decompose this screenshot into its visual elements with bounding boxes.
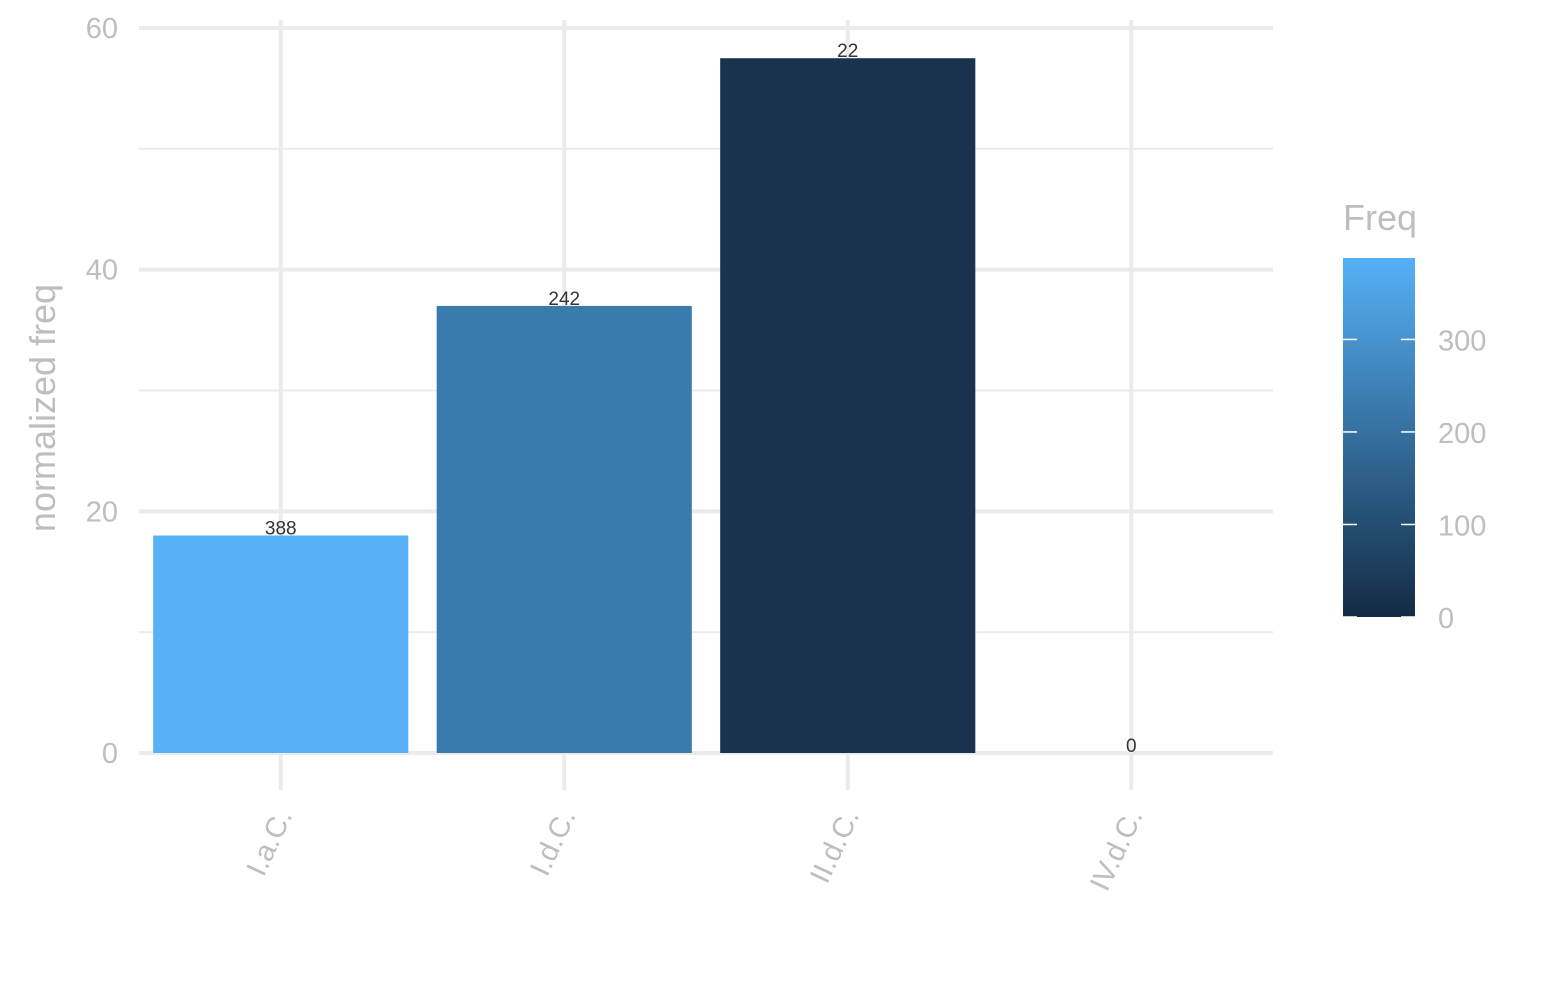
legend-title: Freq: [1343, 197, 1417, 238]
bar: [153, 535, 409, 753]
bars: 388 242 22 0: [153, 41, 1137, 757]
legend-colorbar: [1343, 258, 1415, 617]
legend: Freq 0 100 200 300: [1343, 197, 1486, 635]
legend-tick-label: 300: [1438, 325, 1486, 357]
y-axis-ticks: 0 20 40 60: [86, 13, 118, 770]
x-axis-ticks: I.a.C. I.d.C. II.d.C. IV.d.C.: [241, 804, 1150, 895]
bar: [720, 58, 976, 754]
y-tick-label: 40: [86, 255, 118, 287]
x-tick-label: II.d.C.: [804, 804, 866, 888]
data-label: 0: [1126, 736, 1137, 757]
y-tick-label: 60: [86, 13, 118, 45]
data-label: 388: [265, 519, 297, 540]
x-tick-label: IV.d.C.: [1084, 804, 1149, 895]
x-tick-label: I.d.C.: [524, 804, 582, 880]
legend-tick-label: 100: [1438, 510, 1486, 542]
data-label: 22: [837, 41, 858, 62]
y-axis-title: normalized freq: [22, 284, 63, 532]
data-label: 242: [548, 289, 580, 310]
x-tick-label: I.a.C.: [241, 804, 299, 880]
y-tick-label: 20: [86, 496, 118, 528]
y-tick-label: 0: [102, 738, 118, 770]
legend-tick-label: 0: [1438, 603, 1454, 635]
bar: [436, 305, 692, 753]
legend-tick-label: 200: [1438, 418, 1486, 450]
